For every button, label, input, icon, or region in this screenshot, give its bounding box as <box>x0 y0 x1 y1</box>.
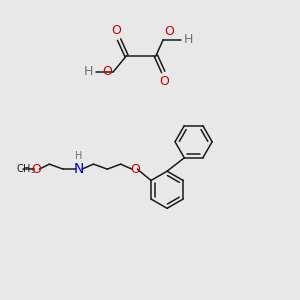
Text: O: O <box>130 163 140 176</box>
Text: O: O <box>111 24 121 37</box>
Text: CH$_3$: CH$_3$ <box>16 162 36 176</box>
Text: O: O <box>164 25 174 38</box>
Text: H: H <box>183 33 193 46</box>
Text: O: O <box>32 163 42 176</box>
Text: N: N <box>74 162 84 176</box>
Text: H: H <box>84 65 93 79</box>
Text: H: H <box>75 152 82 161</box>
Text: O: O <box>102 65 112 79</box>
Text: O: O <box>159 75 169 88</box>
